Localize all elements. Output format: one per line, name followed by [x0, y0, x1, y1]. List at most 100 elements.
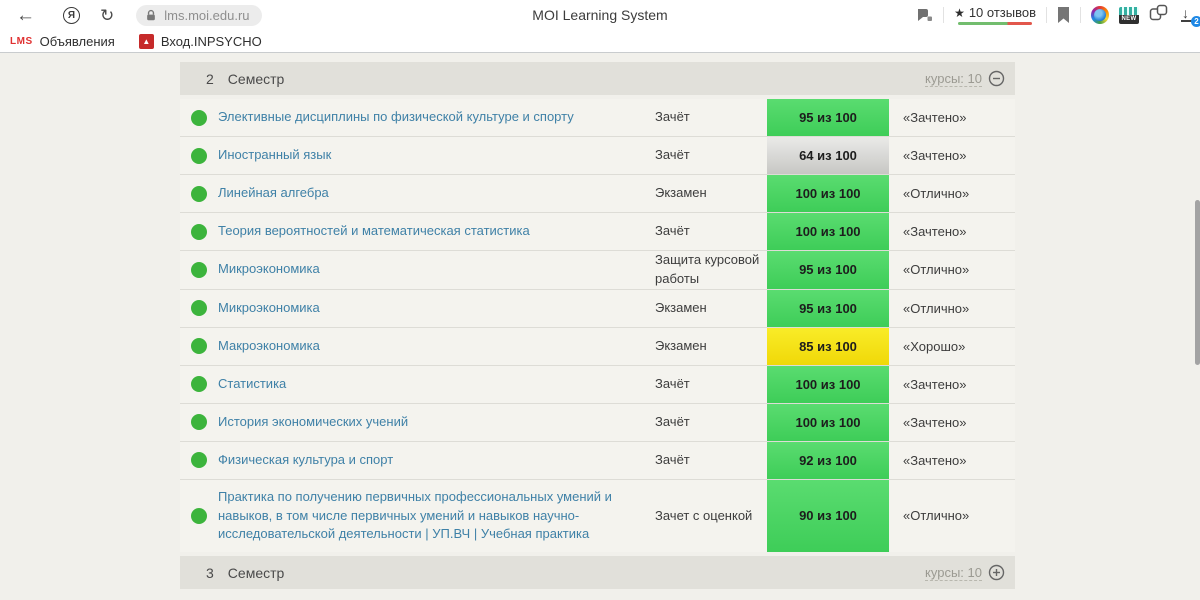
- status-cell: [180, 290, 218, 327]
- course-link[interactable]: Макроэкономика: [218, 337, 320, 353]
- semester-header-2: 2 Семестр курсы: 10: [180, 62, 1015, 95]
- divider: [1080, 7, 1081, 23]
- lms-favicon: LMS: [10, 35, 33, 47]
- semester-header-3: 3 Семестр курсы: 10: [180, 556, 1015, 590]
- bookmark-item-lms[interactable]: LMS Объявления: [10, 34, 115, 49]
- course-cell: Иностранный язык: [218, 138, 655, 173]
- protect-icon[interactable]: [916, 7, 933, 23]
- table-row: Элективные дисциплины по физической куль…: [180, 99, 1015, 137]
- course-link[interactable]: Иностранный язык: [218, 147, 332, 163]
- score-badge: 92 из 100: [767, 441, 889, 479]
- semester-name: Семестр: [227, 564, 285, 581]
- status-dot-icon: [191, 147, 207, 164]
- assessment-type-cell: Зачёт: [655, 413, 690, 429]
- grade-cell: «Зачтено»: [903, 376, 967, 392]
- star-icon: ★: [954, 5, 965, 20]
- course-link[interactable]: Микроэкономика: [218, 299, 320, 315]
- lock-icon[interactable]: [144, 8, 158, 23]
- site-rating[interactable]: ★ 10 отзывов: [954, 5, 1036, 25]
- extension-collections-icon[interactable]: [1149, 4, 1168, 26]
- grade-cell: «Отлично»: [903, 186, 970, 201]
- address-bar[interactable]: lms.moi.edu.ru: [136, 4, 262, 26]
- score-badge: 100 из 100: [767, 213, 889, 250]
- bookmarks-bar: LMS Объявления ▲ Вход.INPSYCHO: [0, 30, 1200, 53]
- collapse-icon[interactable]: [988, 70, 1005, 87]
- status-dot-icon: [191, 300, 207, 317]
- back-button[interactable]: ←: [16, 4, 35, 26]
- table-row: Теория вероятностей и математическая ста…: [180, 213, 1015, 251]
- status-dot-icon: [191, 507, 207, 524]
- new-badge: NEW: [1119, 14, 1139, 24]
- yandex-logo-icon[interactable]: Я: [63, 6, 80, 24]
- score-cell: 100 из 100: [765, 213, 891, 250]
- course-cell: Линейная алгебра: [218, 176, 655, 211]
- course-link[interactable]: Элективные дисциплины по физической куль…: [218, 109, 574, 125]
- course-link[interactable]: Теория вероятностей и математическая ста…: [218, 223, 530, 239]
- semester-name: Семестр: [227, 70, 285, 87]
- assessment-type-cell: Зачёт: [655, 147, 690, 163]
- course-cell: Микроэкономика: [218, 291, 655, 326]
- extension-video-new-icon[interactable]: NEW: [1119, 6, 1139, 24]
- score-cell: 92 из 100: [765, 441, 891, 479]
- bookmark-item-inpsycho[interactable]: ▲ Вход.INPSYCHO: [138, 33, 262, 49]
- grade-cell: «Отлично»: [903, 300, 970, 316]
- grade-cell: «Зачтено»: [903, 110, 967, 125]
- assessment-type-cell: Экзамен: [655, 337, 707, 353]
- assessment-type-cell: Экзамен: [655, 185, 707, 201]
- status-cell: [180, 99, 218, 136]
- status-cell: [180, 366, 218, 403]
- grade-cell: «Отлично»: [903, 262, 970, 278]
- status-dot-icon: [191, 414, 207, 431]
- course-link[interactable]: Физическая культура и спорт: [218, 451, 394, 467]
- lms-page: 2 Семестр курсы: 10 Элективные дисциплин…: [0, 54, 1200, 600]
- url-text: lms.moi.edu.ru: [164, 7, 250, 23]
- status-cell: [180, 213, 218, 250]
- courses-count-link[interactable]: курсы: 10: [925, 70, 982, 87]
- course-link[interactable]: Микроэкономика: [218, 261, 320, 277]
- score-cell: 90 из 100: [765, 479, 891, 553]
- browser-toolbar: ← Я ↻ lms.moi.edu.ru MOI Learning System…: [0, 0, 1200, 30]
- courses-count-link[interactable]: курсы: 10: [925, 564, 982, 581]
- status-dot-icon: [191, 109, 207, 126]
- score-cell: 95 из 100: [765, 251, 891, 289]
- score-cell: 95 из 100: [765, 289, 891, 327]
- score-cell: 100 из 100: [765, 365, 891, 403]
- status-dot-icon: [191, 261, 207, 278]
- course-cell: Практика по получению первичных професси…: [218, 480, 655, 553]
- course-cell: Микроэкономика: [218, 252, 655, 287]
- status-dot-icon: [191, 223, 207, 240]
- assessment-type-cell: Зачет с оценкой: [655, 507, 753, 523]
- expand-icon[interactable]: [988, 564, 1005, 581]
- score-badge: 95 из 100: [767, 289, 889, 327]
- semester-number: 2: [206, 70, 214, 87]
- table-row: Микроэкономика Защита курсовой работы 95…: [180, 251, 1015, 290]
- status-dot-icon: [191, 338, 207, 355]
- bookmark-label: Вход.INPSYCHO: [160, 33, 262, 49]
- score-badge: 90 из 100: [767, 479, 889, 553]
- course-cell: Статистика: [218, 367, 655, 402]
- extension-browser-icon[interactable]: [1091, 6, 1109, 24]
- downloads-count-badge: 2: [1191, 16, 1200, 27]
- course-link[interactable]: Линейная алгебра: [218, 185, 329, 201]
- score-cell: 100 из 100: [765, 403, 891, 441]
- status-cell: [180, 442, 218, 479]
- downloads-icon[interactable]: ↓ 2: [1178, 5, 1200, 27]
- course-link[interactable]: Статистика: [218, 375, 287, 391]
- vertical-scrollbar-thumb[interactable]: [1195, 200, 1200, 365]
- download-arrow: ↓: [1182, 5, 1189, 21]
- score-cell: 95 из 100: [765, 99, 891, 136]
- course-cell: История экономических учений: [218, 405, 655, 440]
- bookmark-icon[interactable]: [1057, 7, 1070, 23]
- score-badge: 100 из 100: [767, 175, 889, 212]
- status-dot-icon: [191, 185, 207, 202]
- course-link[interactable]: Практика по получению первичных професси…: [218, 488, 612, 542]
- divider: [1046, 7, 1047, 23]
- score-badge: 64 из 100: [767, 137, 889, 174]
- extension-browser-inner: [1094, 9, 1106, 21]
- rating-bar: [958, 22, 1033, 25]
- film-strip: [1119, 6, 1139, 15]
- score-badge: 95 из 100: [767, 99, 889, 136]
- course-link[interactable]: История экономических учений: [218, 413, 409, 429]
- status-cell: [180, 137, 218, 174]
- reload-button[interactable]: ↻: [100, 5, 115, 25]
